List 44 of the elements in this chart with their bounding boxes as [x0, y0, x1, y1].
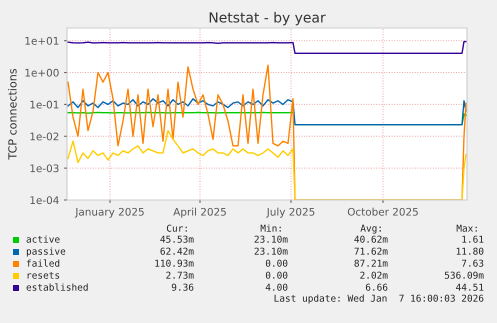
text: Last update: Wed Jan 7 16:00:03 2026 — [274, 294, 484, 304]
line-series — [67, 40, 467, 54]
text: 62.42m — [160, 248, 194, 255]
y-tick-label: 1e+00 — [25, 68, 59, 77]
x-tick-label: July 2025 — [266, 208, 314, 218]
text: 44.51 — [456, 284, 484, 291]
legend-label: established — [26, 283, 88, 291]
text: 9.36 — [172, 284, 194, 291]
y-axis-title: TCP connections — [8, 68, 17, 160]
legend-label: failed — [26, 259, 60, 267]
text: 71.62m — [354, 248, 388, 255]
y-tick-label: 1e-02 — [30, 132, 58, 140]
y-tick-label: 1e-04 — [30, 196, 59, 204]
text: 23.10m — [254, 236, 288, 243]
text: 1.61 — [462, 236, 484, 243]
text: 4.00 — [266, 284, 288, 291]
text: 536.09m — [444, 272, 484, 279]
text: 2.02m — [360, 272, 388, 279]
y-tick-label: 1e-01 — [30, 100, 58, 109]
x-tick-label: October 2025 — [348, 208, 418, 216]
x-tick-label: April 2025 — [173, 208, 226, 218]
legend-label: active — [26, 235, 60, 243]
legend-label: passive — [26, 247, 66, 257]
legend-label: resets — [28, 272, 60, 279]
text: 23.10m — [254, 248, 288, 255]
text: 2.73m — [166, 272, 194, 279]
text: 7.63 — [462, 260, 484, 267]
text: 0.00 — [266, 260, 288, 267]
x-tick-label: January 2025 — [74, 208, 144, 218]
text: Avg: — [360, 224, 381, 234]
text: Min: — [260, 224, 281, 232]
line-series — [67, 98, 467, 126]
text: Max: — [456, 224, 477, 232]
y-tick-label: 1e+01 — [25, 36, 58, 45]
chart-title: Netstat - by year — [210, 12, 326, 26]
text: 45.53m — [160, 236, 194, 243]
text: 40.62m — [354, 236, 388, 243]
text: 6.66 — [366, 284, 388, 291]
text: 87.21m — [354, 260, 388, 267]
text: 11.80 — [456, 248, 484, 255]
y-tick-label: 1e-03 — [30, 164, 59, 172]
text: Cur: — [166, 224, 187, 232]
text: 110.93m — [155, 260, 194, 267]
text: 0.00 — [266, 272, 288, 279]
